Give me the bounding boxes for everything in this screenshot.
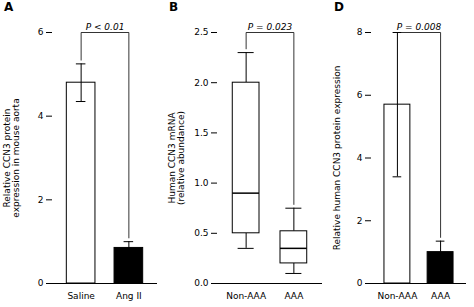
html-text:B: B (169, 0, 179, 14)
svg-text:Non-AAA: Non-AAA (226, 291, 267, 301)
svg-text:P = 0.023: P = 0.023 (248, 22, 293, 32)
svg-text:6: 6 (357, 90, 363, 100)
svg-text:Relative human CCN3 protein ex: Relative human CCN3 protein expression (332, 66, 342, 251)
svg-text:Non-AAA: Non-AAA (377, 291, 418, 301)
svg-text:P = 0.008: P = 0.008 (397, 22, 442, 32)
svg-text:0.5: 0.5 (194, 228, 208, 238)
svg-text:8: 8 (357, 27, 363, 37)
svg-text:0: 0 (38, 278, 44, 288)
svg-text:Saline: Saline (67, 291, 95, 301)
svg-text:AAA: AAA (284, 291, 304, 301)
svg-text:0: 0 (357, 278, 363, 288)
svg-text:4: 4 (38, 111, 44, 121)
svg-text:Ang II: Ang II (116, 291, 142, 301)
svg-text:2: 2 (38, 195, 44, 205)
svg-text:AAA: AAA (431, 291, 451, 301)
svg-text:2.5: 2.5 (194, 27, 208, 37)
svg-text:2: 2 (357, 216, 363, 226)
svg-text:1.0: 1.0 (194, 178, 209, 188)
svg-text:Relative CCN3 proteinexpressio: Relative CCN3 proteinexpression in mouse… (2, 98, 21, 217)
svg-text:1.5: 1.5 (194, 128, 208, 138)
svg-text:0.0: 0.0 (194, 278, 209, 288)
svg-text:P < 0.01: P < 0.01 (86, 22, 125, 32)
svg-text:6: 6 (38, 27, 44, 37)
html-text:A: A (4, 0, 14, 14)
html-text:D: D (334, 0, 344, 14)
svg-text:4: 4 (357, 153, 363, 163)
svg-text:2.0: 2.0 (194, 78, 209, 88)
svg-text:Human CCN3 mRNA(relative abund: Human CCN3 mRNA(relative abundance) (167, 111, 186, 205)
